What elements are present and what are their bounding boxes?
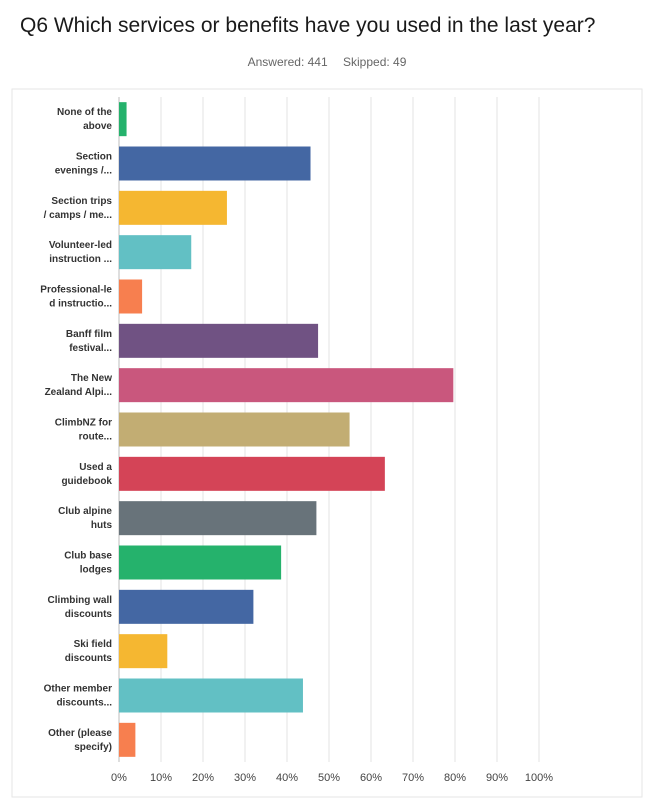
bar[interactable] [119, 456, 385, 491]
bar[interactable] [119, 545, 282, 580]
x-tick-label: 80% [444, 772, 466, 784]
bar[interactable] [119, 368, 454, 403]
bar[interactable] [119, 323, 319, 358]
category-label-line: Section trips [51, 196, 112, 207]
category-label-line: Used a [79, 462, 112, 473]
bar[interactable] [119, 146, 311, 181]
category-label: Banff film festival... [66, 329, 112, 354]
bars-group [119, 102, 454, 757]
x-tick-label: 70% [402, 772, 424, 784]
response-stats: Answered: 441 Skipped: 49 [0, 55, 654, 69]
category-label: Volunteer-led instruction ... [49, 240, 112, 265]
category-label: Section evenings /... [55, 152, 112, 177]
category-label: Ski field discounts [65, 639, 113, 664]
category-label-line: Zealand Alpi... [45, 387, 113, 398]
x-tick-label: 20% [192, 772, 214, 784]
x-axis-ticks: 0% 10% 20% 30% 40% 50% 60% 70% 80% 90% 100% [111, 772, 553, 784]
category-label-line: Ski field [74, 639, 112, 650]
x-tick-label: 30% [234, 772, 256, 784]
x-tick-label: 40% [276, 772, 298, 784]
category-label: Professional-le d instructio... [40, 285, 112, 310]
category-label: Used a guidebook [61, 462, 112, 487]
x-tick-label: 10% [150, 772, 172, 784]
x-tick-label: 50% [318, 772, 340, 784]
category-label-line: Section [76, 152, 112, 163]
category-label: Climbing wall discounts [48, 595, 113, 620]
category-label-line: instruction ... [49, 254, 112, 265]
category-label-line: / camps / me... [44, 210, 113, 221]
category-label-line: The New [71, 373, 112, 384]
category-label-line: Professional-le [40, 285, 112, 296]
skipped-count: Skipped: 49 [343, 55, 407, 69]
x-tick-label: 0% [111, 772, 127, 784]
category-label: Other (please specify) [48, 728, 112, 753]
bar[interactable] [119, 235, 192, 270]
category-label-line: discounts... [56, 698, 112, 709]
category-label: The New Zealand Alpi... [45, 373, 113, 398]
bar[interactable] [119, 102, 127, 137]
category-label-line: huts [91, 520, 113, 531]
category-label-line: discounts [65, 609, 113, 620]
category-label-line: None of the [57, 107, 112, 118]
category-label: ClimbNZ for route... [55, 418, 112, 443]
answered-count: Answered: 441 [247, 55, 328, 69]
x-tick-label: 60% [360, 772, 382, 784]
bar[interactable] [119, 501, 317, 536]
bar[interactable] [119, 190, 227, 225]
category-label: Club base lodges [64, 551, 112, 576]
category-label-line: discounts [65, 653, 113, 664]
category-label: Club alpine huts [58, 506, 112, 531]
category-label-line: Other member [44, 684, 112, 695]
category-label-line: festival... [69, 343, 112, 354]
category-label-line: lodges [80, 565, 113, 576]
category-label-line: Club alpine [58, 506, 112, 517]
category-label-line: above [83, 121, 112, 132]
category-label: Other member discounts... [44, 684, 113, 709]
category-label-line: evenings /... [55, 166, 112, 177]
category-label-line: Other (please [48, 728, 112, 739]
category-label-line: Climbing wall [48, 595, 113, 606]
x-tick-label: 100% [525, 772, 553, 784]
category-label-line: d instructio... [49, 299, 112, 310]
bar[interactable] [119, 589, 254, 624]
bar[interactable] [119, 678, 303, 713]
category-label-line: Volunteer-led [49, 240, 112, 251]
bar[interactable] [119, 634, 168, 669]
bar[interactable] [119, 412, 350, 447]
category-label-line: Club base [64, 551, 112, 562]
category-label-line: ClimbNZ for [55, 418, 112, 429]
category-label: Section trips / camps / me... [44, 196, 113, 221]
category-label-line: Banff film [66, 329, 112, 340]
bar[interactable] [119, 722, 136, 757]
x-tick-label: 90% [486, 772, 508, 784]
question-title: Q6 Which services or benefits have you u… [20, 14, 596, 37]
category-label-line: specify) [74, 742, 112, 753]
category-label-line: route... [79, 432, 113, 443]
category-label-line: guidebook [61, 476, 112, 487]
category-label: None of the above [57, 107, 112, 132]
bar[interactable] [119, 279, 143, 314]
